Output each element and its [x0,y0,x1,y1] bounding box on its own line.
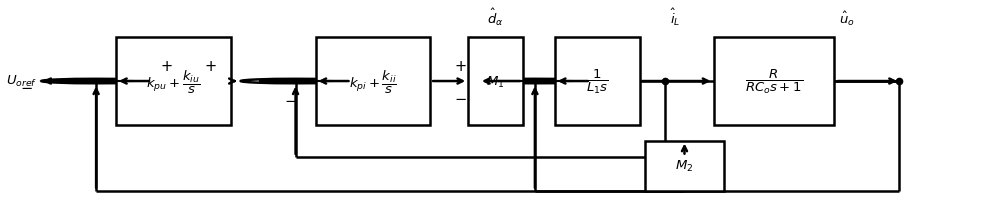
Bar [468,38,523,125]
Text: $M_1$: $M_1$ [486,74,505,89]
Text: $\hat{u}_{o}$: $\hat{u}_{o}$ [839,10,855,28]
Text: $-$: $-$ [284,92,297,107]
Text: $\dfrac{R}{RC_o s+1}$: $\dfrac{R}{RC_o s+1}$ [745,68,803,96]
Text: $M_2$: $M_2$ [675,158,694,174]
Text: $U_{oref}$: $U_{oref}$ [6,73,38,88]
Bar [116,38,231,125]
Bar [645,141,724,191]
Bar [714,38,834,125]
Text: $\hat{i}_{L}$: $\hat{i}_{L}$ [670,7,680,28]
Text: $-$: $-$ [454,90,466,105]
Text: +: + [161,59,173,74]
Bar [555,38,640,125]
Text: $-$: $-$ [20,78,33,93]
Text: $\hat{d}_{\alpha}$: $\hat{d}_{\alpha}$ [487,7,504,28]
Bar [316,38,430,125]
Text: +: + [454,59,466,74]
Text: $k_{pu}+\dfrac{k_{iu}}{s}$: $k_{pu}+\dfrac{k_{iu}}{s}$ [146,68,201,95]
Text: $k_{pi}+\dfrac{k_{ii}}{s}$: $k_{pi}+\dfrac{k_{ii}}{s}$ [349,68,397,95]
Text: $\dfrac{1}{L_1 s}$: $\dfrac{1}{L_1 s}$ [586,68,608,96]
Text: +: + [205,59,217,74]
